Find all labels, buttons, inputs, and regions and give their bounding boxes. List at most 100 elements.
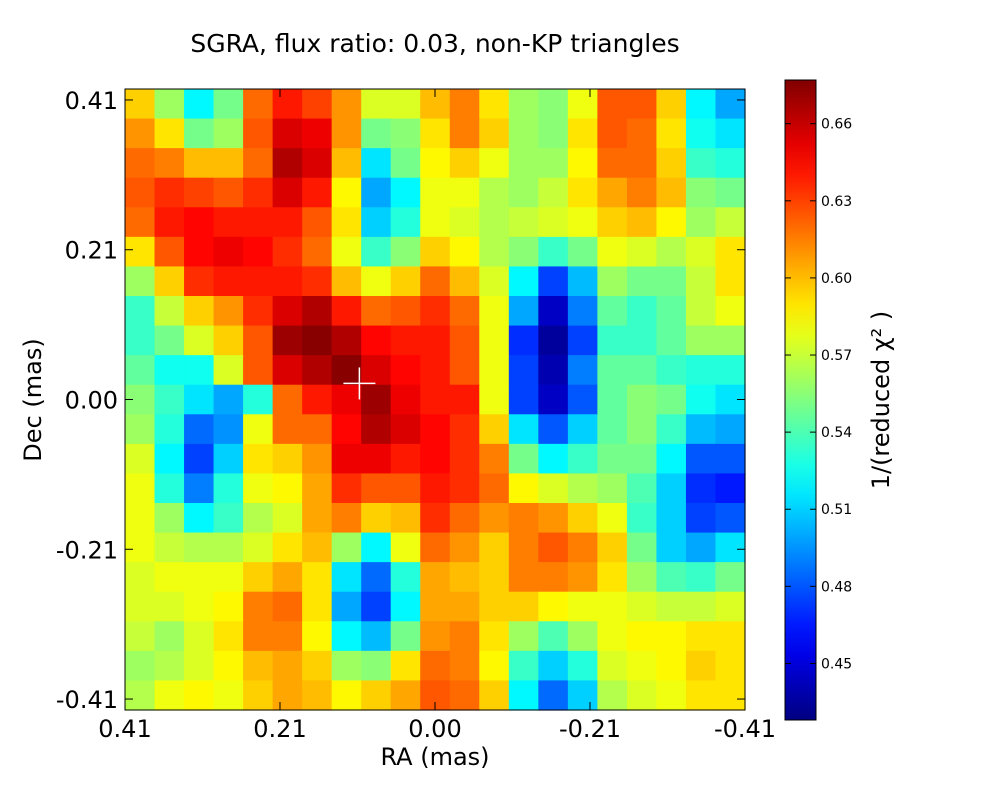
heatmap-cell — [420, 591, 451, 622]
heatmap-cell — [479, 177, 510, 208]
heatmap-cell — [715, 443, 746, 475]
heatmap-cell — [361, 236, 392, 268]
heatmap-cell — [626, 266, 658, 297]
heatmap-cell — [213, 680, 244, 711]
heatmap-cell — [184, 236, 215, 268]
heatmap-cell — [567, 325, 598, 356]
heatmap-cells — [125, 89, 746, 711]
heatmap-cell — [449, 621, 480, 652]
heatmap-cell — [154, 118, 185, 149]
heatmap-cell — [331, 325, 362, 356]
heatmap-cell — [567, 236, 598, 268]
heatmap-cell — [508, 89, 539, 120]
heatmap-cell — [302, 650, 333, 682]
heatmap-cell — [685, 148, 717, 179]
heatmap-cell — [390, 296, 421, 327]
colorbar-tick-label: 0.63 — [821, 194, 852, 210]
heatmap-cell — [125, 680, 156, 711]
heatmap-cell — [125, 296, 156, 327]
y-tick-label: -0.41 — [56, 686, 118, 714]
heatmap-cell — [213, 621, 244, 652]
heatmap-cell — [243, 266, 274, 297]
heatmap-cell — [272, 414, 303, 445]
heatmap-cell — [597, 296, 628, 327]
heatmap-cell — [272, 325, 303, 356]
heatmap-cell — [361, 207, 392, 238]
heatmap-cell — [449, 118, 480, 149]
heatmap-cell — [154, 503, 185, 534]
heatmap-cell — [597, 177, 628, 208]
heatmap-cell — [361, 266, 392, 297]
heatmap-cell — [331, 177, 362, 208]
heatmap-cell — [125, 266, 156, 297]
heatmap-cell — [508, 355, 539, 386]
heatmap-cell — [508, 503, 539, 534]
heatmap-cell — [597, 473, 628, 504]
heatmap-cell — [567, 207, 598, 238]
heatmap-cell — [449, 414, 480, 445]
heatmap-cell — [243, 236, 274, 268]
x-tick-label: -0.21 — [559, 715, 621, 743]
heatmap-cell — [597, 562, 628, 593]
heatmap-cell — [626, 355, 658, 386]
heatmap-cell — [626, 236, 658, 268]
y-tick-label: 0.00 — [65, 387, 118, 415]
heatmap-cell — [390, 266, 421, 297]
heatmap-cell — [390, 118, 421, 149]
heatmap-cell — [567, 355, 598, 386]
heatmap-cell — [243, 148, 274, 179]
heatmap-cell — [538, 266, 569, 297]
heatmap-cell — [302, 296, 333, 327]
heatmap-cell — [597, 503, 628, 534]
heatmap-cell — [331, 118, 362, 149]
heatmap-cell — [626, 118, 658, 149]
heatmap-cell — [715, 118, 746, 149]
heatmap-cell — [626, 384, 658, 415]
heatmap-cell — [597, 266, 628, 297]
heatmap-cell — [361, 473, 392, 504]
axis-ticks: 0.41 0.21 0.00 -0.21 -0.410.410.210.00-0.21-… — [56, 87, 776, 743]
heatmap-cell — [184, 562, 215, 593]
heatmap-cell — [449, 207, 480, 238]
heatmap-cell — [715, 503, 746, 534]
heatmap-cell — [420, 384, 451, 415]
heatmap-cell — [685, 236, 717, 268]
x-axis-label: RA (mas) — [380, 743, 489, 771]
heatmap-cell — [213, 355, 244, 386]
heatmap-cell — [508, 177, 539, 208]
heatmap-cell — [656, 473, 687, 504]
heatmap-cell — [626, 562, 658, 593]
heatmap-cell — [715, 562, 746, 593]
colorbar-tick-label: 0.51 — [821, 502, 852, 518]
heatmap-cell — [656, 532, 687, 563]
heatmap-cell — [538, 503, 569, 534]
heatmap-cell — [154, 473, 185, 504]
heatmap-cell — [361, 650, 392, 682]
heatmap-cell — [243, 177, 274, 208]
heatmap-cell — [538, 177, 569, 208]
heatmap-cell — [361, 414, 392, 445]
heatmap-cell — [715, 680, 746, 711]
heatmap-cell — [449, 680, 480, 711]
heatmap-cell — [538, 473, 569, 504]
heatmap-cell — [213, 236, 244, 268]
heatmap-cell — [626, 650, 658, 682]
heatmap-cell — [213, 177, 244, 208]
heatmap-cell — [184, 443, 215, 475]
heatmap-cell — [125, 414, 156, 445]
heatmap-cell — [331, 621, 362, 652]
heatmap-cell — [125, 236, 156, 268]
heatmap-cell — [331, 207, 362, 238]
heatmap-cell — [272, 89, 303, 120]
heatmap-cell — [479, 207, 510, 238]
heatmap-cell — [390, 355, 421, 386]
heatmap-cell — [567, 118, 598, 149]
heatmap-cell — [154, 532, 185, 563]
heatmap-cell — [567, 443, 598, 475]
heatmap-cell — [685, 562, 717, 593]
heatmap-cell — [331, 384, 362, 415]
heatmap-cell — [449, 443, 480, 475]
x-tick-label: 0.00 — [408, 715, 461, 743]
heatmap-cell — [390, 89, 421, 120]
